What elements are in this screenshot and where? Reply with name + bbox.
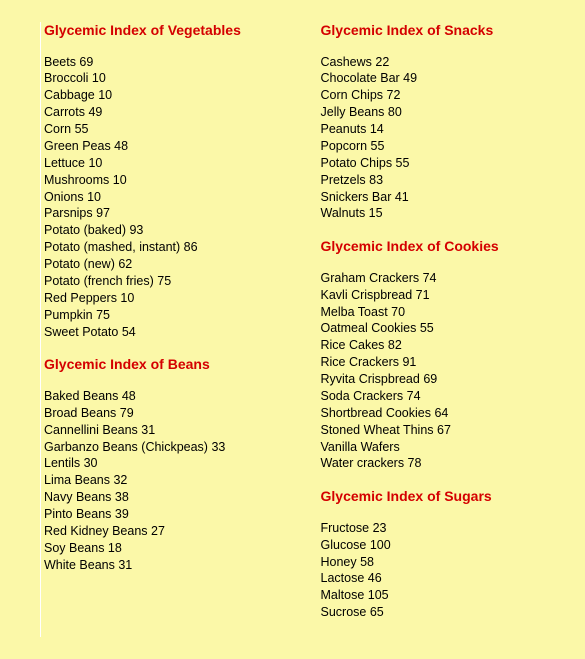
section: Glycemic Index of Cookies Graham Crackers… — [321, 238, 568, 472]
list-item: Peanuts 14 — [321, 121, 568, 138]
column-left: Glycemic Index of Vegetables Beets 69Broc… — [44, 22, 291, 637]
list-item: Carrots 49 — [44, 104, 291, 121]
list-item: Graham Crackers 74 — [321, 270, 568, 287]
list-item: Pumpkin 75 — [44, 307, 291, 324]
list-item: Garbanzo Beans (Chickpeas) 33 — [44, 439, 291, 456]
list-item: Cashews 22 — [321, 54, 568, 71]
list-item: Rice Crackers 91 — [321, 354, 568, 371]
list-item: Beets 69 — [44, 54, 291, 71]
list-item: Broad Beans 79 — [44, 405, 291, 422]
item-list: Fructose 23Glucose 100Honey 58Lactose 46… — [321, 520, 568, 621]
list-item: Rice Cakes 82 — [321, 337, 568, 354]
section-heading: Glycemic Index of Snacks — [321, 22, 568, 40]
list-item: Water crackers 78 — [321, 455, 568, 472]
list-item: Soy Beans 18 — [44, 540, 291, 557]
list-item: Kavli Crispbread 71 — [321, 287, 568, 304]
list-item: Shortbread Cookies 64 — [321, 405, 568, 422]
list-item: Vanilla Wafers — [321, 439, 568, 456]
list-item: Potato (baked) 93 — [44, 222, 291, 239]
list-item: Stoned Wheat Thins 67 — [321, 422, 568, 439]
section: Glycemic Index of Sugars Fructose 23Gluco… — [321, 488, 568, 621]
list-item: Walnuts 15 — [321, 205, 568, 222]
list-item: Pretzels 83 — [321, 172, 568, 189]
list-item: Lettuce 10 — [44, 155, 291, 172]
section-heading: Glycemic Index of Sugars — [321, 488, 568, 506]
list-item: Popcorn 55 — [321, 138, 568, 155]
column-right: Glycemic Index of Snacks Cashews 22Chocol… — [321, 22, 568, 637]
list-item: Jelly Beans 80 — [321, 104, 568, 121]
list-item: Soda Crackers 74 — [321, 388, 568, 405]
list-item: Potato Chips 55 — [321, 155, 568, 172]
list-item: Ryvita Crispbread 69 — [321, 371, 568, 388]
list-item: Onions 10 — [44, 189, 291, 206]
list-item: Potato (mashed, instant) 86 — [44, 239, 291, 256]
list-item: White Beans 31 — [44, 557, 291, 574]
list-item: Fructose 23 — [321, 520, 568, 537]
section: Glycemic Index of Vegetables Beets 69Broc… — [44, 22, 291, 340]
list-item: Cabbage 10 — [44, 87, 291, 104]
list-item: Sweet Potato 54 — [44, 324, 291, 341]
list-item: Oatmeal Cookies 55 — [321, 320, 568, 337]
list-item: Corn 55 — [44, 121, 291, 138]
list-item: Lima Beans 32 — [44, 472, 291, 489]
list-item: Green Peas 48 — [44, 138, 291, 155]
page-root: Glycemic Index of Vegetables Beets 69Broc… — [0, 0, 585, 659]
list-item: Pinto Beans 39 — [44, 506, 291, 523]
list-item: Maltose 105 — [321, 587, 568, 604]
list-item: Corn Chips 72 — [321, 87, 568, 104]
section-heading: Glycemic Index of Beans — [44, 356, 291, 374]
list-item: Broccoli 10 — [44, 70, 291, 87]
list-item: Melba Toast 70 — [321, 304, 568, 321]
item-list: Graham Crackers 74Kavli Crispbread 71Mel… — [321, 270, 568, 473]
list-item: Glucose 100 — [321, 537, 568, 554]
list-item: Red Kidney Beans 27 — [44, 523, 291, 540]
list-item: Parsnips 97 — [44, 205, 291, 222]
list-item: Potato (new) 62 — [44, 256, 291, 273]
list-item: Mushrooms 10 — [44, 172, 291, 189]
item-list: Baked Beans 48Broad Beans 79Cannellini B… — [44, 388, 291, 574]
list-item: Potato (french fries) 75 — [44, 273, 291, 290]
section-heading: Glycemic Index of Cookies — [321, 238, 568, 256]
list-item: Chocolate Bar 49 — [321, 70, 568, 87]
list-item: Baked Beans 48 — [44, 388, 291, 405]
list-item: Navy Beans 38 — [44, 489, 291, 506]
item-list: Cashews 22Chocolate Bar 49Corn Chips 72J… — [321, 54, 568, 223]
list-item: Lactose 46 — [321, 570, 568, 587]
list-item: Red Peppers 10 — [44, 290, 291, 307]
list-item: Sucrose 65 — [321, 604, 568, 621]
section: Glycemic Index of Snacks Cashews 22Chocol… — [321, 22, 568, 222]
section: Glycemic Index of Beans Baked Beans 48Bro… — [44, 356, 291, 573]
vertical-divider — [40, 22, 41, 637]
list-item: Snickers Bar 41 — [321, 189, 568, 206]
list-item: Honey 58 — [321, 554, 568, 571]
list-item: Lentils 30 — [44, 455, 291, 472]
list-item: Cannellini Beans 31 — [44, 422, 291, 439]
section-heading: Glycemic Index of Vegetables — [44, 22, 291, 40]
item-list: Beets 69Broccoli 10Cabbage 10Carrots 49C… — [44, 54, 291, 341]
